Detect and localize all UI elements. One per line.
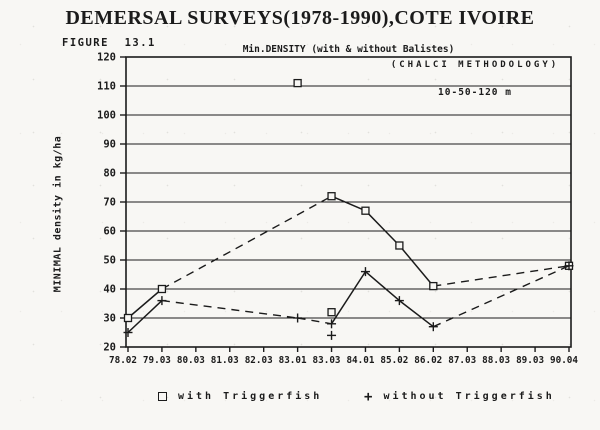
x-tick-label: 85.02 [380, 355, 408, 366]
x-tick-label: 79.03 [143, 355, 171, 366]
series-segment [364, 271, 400, 302]
legend-item-without-triggerfish: + without Triggerfish [364, 388, 555, 405]
y-tick-label: 110 [97, 81, 116, 93]
y-axis-ticks: 20 30 40 50 60 70 80 90 100 110 120 [97, 52, 126, 354]
plus-marker-icon: + [364, 388, 373, 405]
square-marker [429, 281, 438, 291]
y-tick-label: 20 [103, 342, 116, 354]
x-tick-label: 90.04 [550, 355, 578, 366]
x-tick-label: 87.03 [448, 355, 476, 366]
series-segment [127, 300, 163, 334]
y-tick-label: 30 [103, 313, 116, 325]
x-tick-label: 81.03 [211, 355, 239, 366]
square-marker [327, 308, 336, 317]
square-marker [293, 78, 302, 88]
square-marker [327, 192, 336, 201]
series-segment [364, 210, 400, 247]
y-tick-label: 40 [103, 284, 116, 296]
annotation-depth-range: 10-50-120 m [438, 87, 512, 98]
square-marker [123, 313, 133, 323]
series-with-triggerfish [123, 78, 574, 323]
series-segment [330, 271, 367, 325]
square-marker-icon [158, 392, 167, 401]
y-tick-label: 50 [103, 255, 116, 267]
series-segment [331, 195, 366, 212]
y-tick-label: 80 [103, 168, 116, 180]
x-tick-label: 86.02 [414, 355, 442, 366]
series-segment [433, 265, 570, 328]
legend-item-with-triggerfish: with Triggerfish [158, 391, 322, 402]
y-tick-label: 70 [103, 197, 116, 209]
series-segment [398, 300, 434, 328]
legend-label-without: without Triggerfish [383, 391, 555, 402]
series-segment [297, 317, 332, 325]
x-tick-label: 82.03 [245, 355, 273, 366]
y-gridlines [126, 85, 571, 319]
series-segment [433, 265, 570, 287]
figure-label: FIGURE 13.1 [62, 37, 156, 49]
y-tick-label: 60 [103, 226, 116, 238]
x-tick-label: 88.03 [482, 355, 510, 366]
x-axis-ticks: 78.02 79.03 80.03 81.03 82.03 83.01 83.03 84.01… [109, 347, 578, 366]
y-tick-label: 90 [103, 139, 116, 151]
series-segment [161, 299, 298, 319]
x-tick-label: 84.01 [346, 355, 374, 366]
x-tick-label: 80.03 [177, 355, 205, 366]
chart-subtitle: Min.DENSITY (with & without Balistes) [242, 44, 455, 55]
chart-title: DEMERSAL SURVEYS(1978-1990),COTE IVOIRE [65, 7, 535, 29]
x-tick-label: 83.03 [313, 355, 341, 366]
x-tick-label: 78.02 [109, 355, 137, 366]
square-marker [157, 284, 167, 294]
y-tick-label: 100 [97, 110, 116, 122]
x-tick-label: 83.01 [279, 355, 307, 366]
square-marker [395, 241, 404, 250]
legend-label-with: with Triggerfish [178, 391, 323, 402]
y-tick-label: 120 [97, 52, 116, 64]
square-marker [361, 206, 370, 215]
series-segment [398, 245, 434, 287]
series-without-triggerfish [123, 261, 574, 340]
series-segment [161, 195, 332, 290]
x-tick-label: 89.03 [516, 355, 544, 366]
annotation-methodology: (CHALCI METHODOLOGY) [390, 60, 560, 70]
series-segment [127, 288, 163, 319]
